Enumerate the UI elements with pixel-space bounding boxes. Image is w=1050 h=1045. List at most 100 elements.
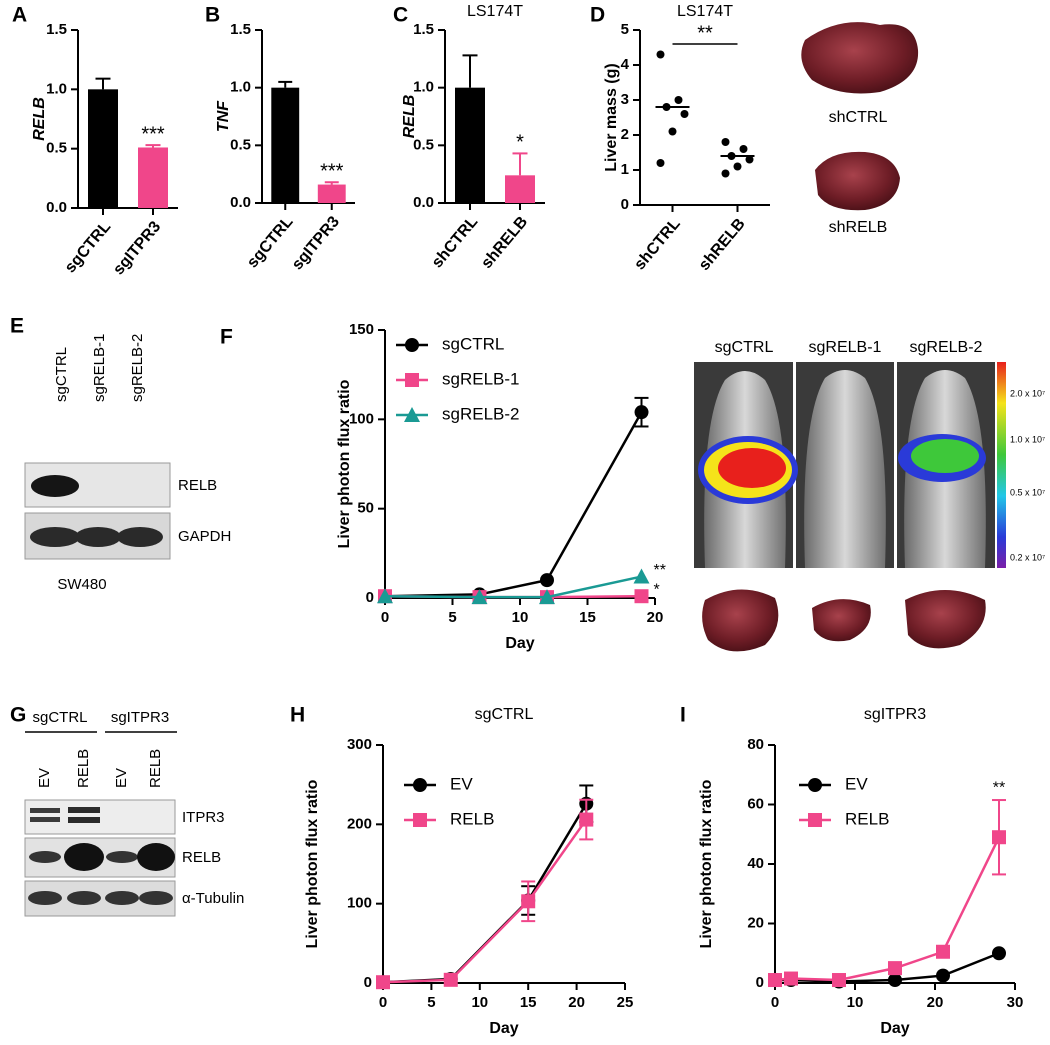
x-tick-label: shCTRL (429, 213, 482, 271)
y-tick-label: 0 (366, 589, 374, 606)
panel-label: A (12, 4, 27, 27)
blot-band (68, 817, 100, 823)
row-label: α-Tubulin (182, 890, 244, 907)
bar (505, 175, 535, 203)
western-blot: G sgCTRL sgITPR3 EV RELB EV RELB ITPR3 R… (10, 704, 244, 917)
x-tick-label: 10 (471, 994, 488, 1011)
mouse-body (804, 370, 886, 568)
y-tick-label: 1.5 (46, 21, 67, 38)
row-label: GAPDH (178, 528, 231, 545)
lane-label: sgCTRL (53, 347, 70, 402)
x-tick-label: 10 (847, 994, 864, 1011)
y-tick-label: 20 (747, 914, 764, 931)
colorbar-label: 1.0 x 10⁷ (1010, 434, 1045, 444)
point (745, 155, 754, 164)
signal (911, 439, 979, 473)
blot-band (30, 808, 60, 813)
legend-label: sgRELB-2 (442, 404, 519, 423)
y-tick-label: 1 (621, 161, 629, 178)
legend-marker (808, 778, 822, 792)
blot-band (67, 891, 101, 905)
bar (455, 87, 485, 203)
x-tick-label: 20 (927, 994, 944, 1011)
y-tick-label: 150 (349, 321, 374, 338)
liver-photos: shCTRL shRELB (801, 22, 919, 236)
y-tick-label: 1.0 (230, 79, 251, 96)
x-tick-label: 20 (647, 609, 664, 626)
x-tick-label: shCTRL (631, 215, 684, 273)
western-blot: E sgCTRL sgRELB-1 sgRELB-2 RELB GAPDH SW… (10, 315, 231, 593)
y-axis-label: RELB (31, 97, 48, 141)
y-tick-label: 0.0 (46, 199, 67, 216)
legend-label: RELB (450, 809, 494, 828)
blot-band (30, 527, 80, 547)
blot-band (28, 891, 62, 905)
y-tick-label: 3 (621, 91, 629, 108)
colorbar-label: 0.5 x 10⁷ (1010, 487, 1045, 497)
x-tick-label: 5 (448, 609, 456, 626)
legend-label: EV (450, 774, 473, 793)
marker (443, 972, 458, 987)
lane-label: EV (113, 768, 130, 788)
y-axis-label: Liver photon flux ratio (336, 379, 353, 548)
image-label: shCTRL (829, 109, 888, 126)
point (733, 162, 742, 171)
marker (579, 812, 594, 827)
y-tick-label: 40 (747, 855, 764, 872)
x-tick-label: sgCTRL (62, 218, 115, 276)
x-tick-label: 0 (771, 994, 779, 1011)
row-label: RELB (178, 477, 217, 494)
y-tick-label: 0 (621, 196, 629, 213)
panel-label: H (290, 704, 305, 727)
blot-band (139, 891, 173, 905)
legend-marker (405, 338, 419, 352)
blot-band (75, 527, 121, 547)
colorbar-label: 2.0 x 10⁷ (1010, 388, 1045, 398)
marker (992, 830, 1006, 845)
liver-photo (702, 589, 779, 652)
marker (376, 975, 390, 990)
y-tick-label: 1.5 (413, 21, 434, 38)
blot-band (31, 475, 79, 497)
x-tick-label: shRELB (696, 215, 749, 274)
marker (936, 968, 950, 983)
lane-label: sgRELB-2 (129, 334, 146, 402)
marker (521, 894, 536, 909)
panel-label: B (205, 4, 220, 27)
x-axis-label: Day (880, 1020, 909, 1037)
chart-title: LS174T (467, 3, 523, 20)
blot-band (106, 851, 138, 863)
colorbar (997, 362, 1006, 568)
y-axis-label: Liver mass (g) (603, 63, 620, 171)
series-line (775, 952, 1000, 983)
y-tick-label: 60 (747, 795, 764, 812)
marker (784, 971, 798, 986)
legend-marker (405, 373, 419, 387)
x-tick-label: sgITPR3 (110, 218, 164, 278)
panel-label: I (680, 704, 686, 727)
legend-label: sgCTRL (442, 334, 504, 353)
marker (471, 589, 488, 605)
blot-band (117, 527, 163, 547)
bar (271, 87, 300, 203)
series-line (774, 836, 1001, 982)
y-tick-label: 200 (347, 815, 372, 832)
series-line (384, 411, 643, 598)
marker (888, 961, 902, 976)
series-line (384, 575, 642, 599)
y-tick-label: 1.0 (413, 79, 434, 96)
y-tick-label: 0.5 (46, 140, 67, 157)
point (721, 138, 730, 146)
x-tick-label: 30 (1007, 994, 1024, 1011)
panel-label: F (220, 326, 233, 349)
x-tick-label: shRELB (478, 213, 531, 272)
legend-marker (808, 813, 822, 827)
blot-band (68, 807, 100, 813)
marker (832, 973, 846, 988)
x-tick-label: 0 (379, 994, 387, 1011)
liver-photo (801, 22, 919, 94)
x-tick-label: 25 (617, 994, 634, 1011)
point (721, 169, 730, 178)
x-tick-label: 15 (579, 609, 596, 626)
image-label: sgRELB-2 (910, 339, 983, 356)
